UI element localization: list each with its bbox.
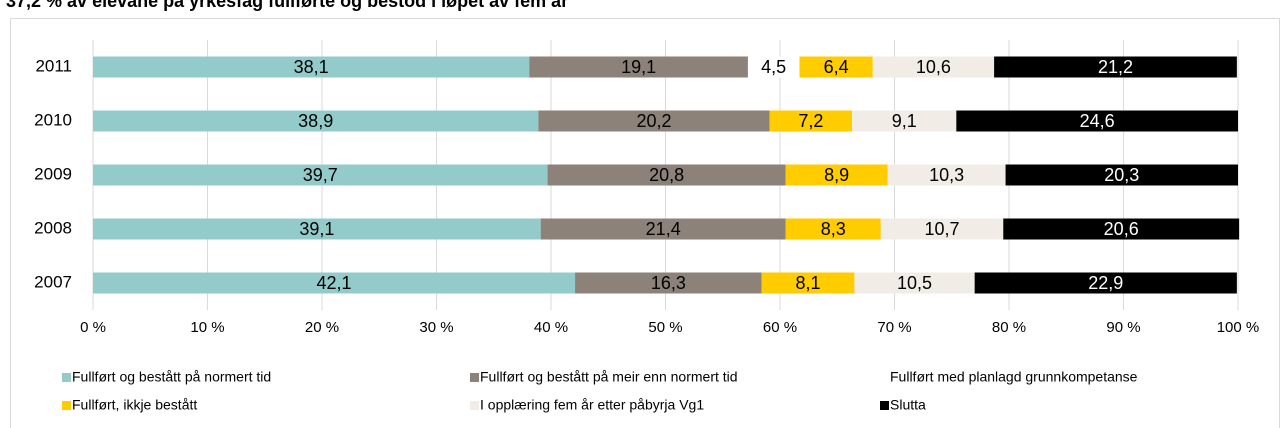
bar-segment xyxy=(799,56,873,78)
value-label: 10,3 xyxy=(929,165,964,185)
bar-segment xyxy=(1003,218,1240,240)
value-label: 21,2 xyxy=(1098,57,1133,77)
x-tick-label: 30 % xyxy=(419,319,453,336)
value-label: 38,1 xyxy=(294,57,329,77)
bar-segment xyxy=(872,56,995,78)
x-tick-label: 60 % xyxy=(763,319,797,336)
value-label: 20,2 xyxy=(637,111,672,131)
value-label: 10,5 xyxy=(897,273,932,293)
bar-segment xyxy=(880,218,1004,240)
bar-segment xyxy=(769,110,853,132)
bar-segment xyxy=(529,56,748,78)
x-tick-label: 0 % xyxy=(80,319,106,336)
value-label: 20,3 xyxy=(1104,165,1139,185)
y-tick-label: 2009 xyxy=(34,164,72,183)
bar-segment xyxy=(93,218,541,240)
value-label: 39,1 xyxy=(299,219,334,239)
value-label: 16,3 xyxy=(651,273,686,293)
bar-segment xyxy=(887,164,1006,186)
bar-segment xyxy=(547,164,786,186)
y-tick-label: 2010 xyxy=(34,110,72,129)
x-tick-label: 90 % xyxy=(1106,319,1140,336)
y-tick-label: 2007 xyxy=(34,272,72,291)
bar-segment xyxy=(852,110,957,132)
bar-segment xyxy=(785,164,888,186)
value-label: 10,6 xyxy=(916,57,951,77)
bar-segment xyxy=(538,110,770,132)
bar-segment xyxy=(761,272,855,294)
legend-label: Fullført og bestått på normert tid xyxy=(72,369,271,385)
legend-swatch xyxy=(880,373,889,382)
bar-segment xyxy=(575,272,762,294)
value-label: 22,9 xyxy=(1088,273,1123,293)
bar-segment xyxy=(1005,164,1238,186)
legend-label: I opplæring fem år etter påbyrja Vg1 xyxy=(480,397,704,413)
bar-segment xyxy=(974,272,1237,294)
legend-swatch xyxy=(470,373,479,382)
legend-label: Fullført, ikkje bestått xyxy=(72,397,197,413)
value-label: 42,1 xyxy=(316,273,351,293)
value-label: 20,6 xyxy=(1104,219,1139,239)
value-label: 6,4 xyxy=(824,57,849,77)
bar-segment xyxy=(93,110,539,132)
legend-swatch xyxy=(880,401,889,410)
value-label: 19,1 xyxy=(621,57,656,77)
bar-segment xyxy=(785,218,881,240)
legend-label: Fullført med planlagd grunnkompetanse xyxy=(890,369,1138,385)
value-label: 38,9 xyxy=(298,111,333,131)
value-label: 24,6 xyxy=(1080,111,1115,131)
bar-segment xyxy=(93,56,530,78)
value-label: 10,7 xyxy=(924,219,959,239)
value-label: 39,7 xyxy=(303,165,338,185)
bar-segment xyxy=(854,272,975,294)
x-tick-label: 10 % xyxy=(190,319,224,336)
legend-label: Fullført og bestått på meir enn normert … xyxy=(480,369,738,385)
value-label: 7,2 xyxy=(798,111,823,131)
bar-segment xyxy=(994,56,1237,78)
x-tick-label: 80 % xyxy=(992,319,1026,336)
value-label: 8,3 xyxy=(821,219,846,239)
bar-segment xyxy=(93,164,548,186)
x-tick-label: 20 % xyxy=(305,319,339,336)
legend-swatch xyxy=(470,401,479,410)
y-tick-label: 2011 xyxy=(35,56,72,75)
y-tick-label: 2008 xyxy=(34,218,72,237)
x-tick-label: 70 % xyxy=(877,319,911,336)
value-label: 20,8 xyxy=(649,165,684,185)
bar-segment xyxy=(747,56,800,78)
chart-title: 37,2 % av elevane på yrkesfag fullførte … xyxy=(6,0,568,11)
bar-segment xyxy=(540,218,786,240)
legend-label: Slutta xyxy=(890,397,926,413)
x-tick-label: 40 % xyxy=(534,319,568,336)
value-label: 21,4 xyxy=(646,219,681,239)
value-label: 9,1 xyxy=(892,111,917,131)
x-tick-label: 100 % xyxy=(1217,319,1260,336)
value-label: 8,1 xyxy=(796,273,821,293)
legend-swatch xyxy=(62,401,71,410)
value-label: 8,9 xyxy=(824,165,849,185)
x-tick-label: 50 % xyxy=(648,319,682,336)
bar-segment xyxy=(956,110,1238,132)
bar-segment xyxy=(93,272,576,294)
value-label: 4,5 xyxy=(761,57,786,77)
legend-swatch xyxy=(62,373,71,382)
